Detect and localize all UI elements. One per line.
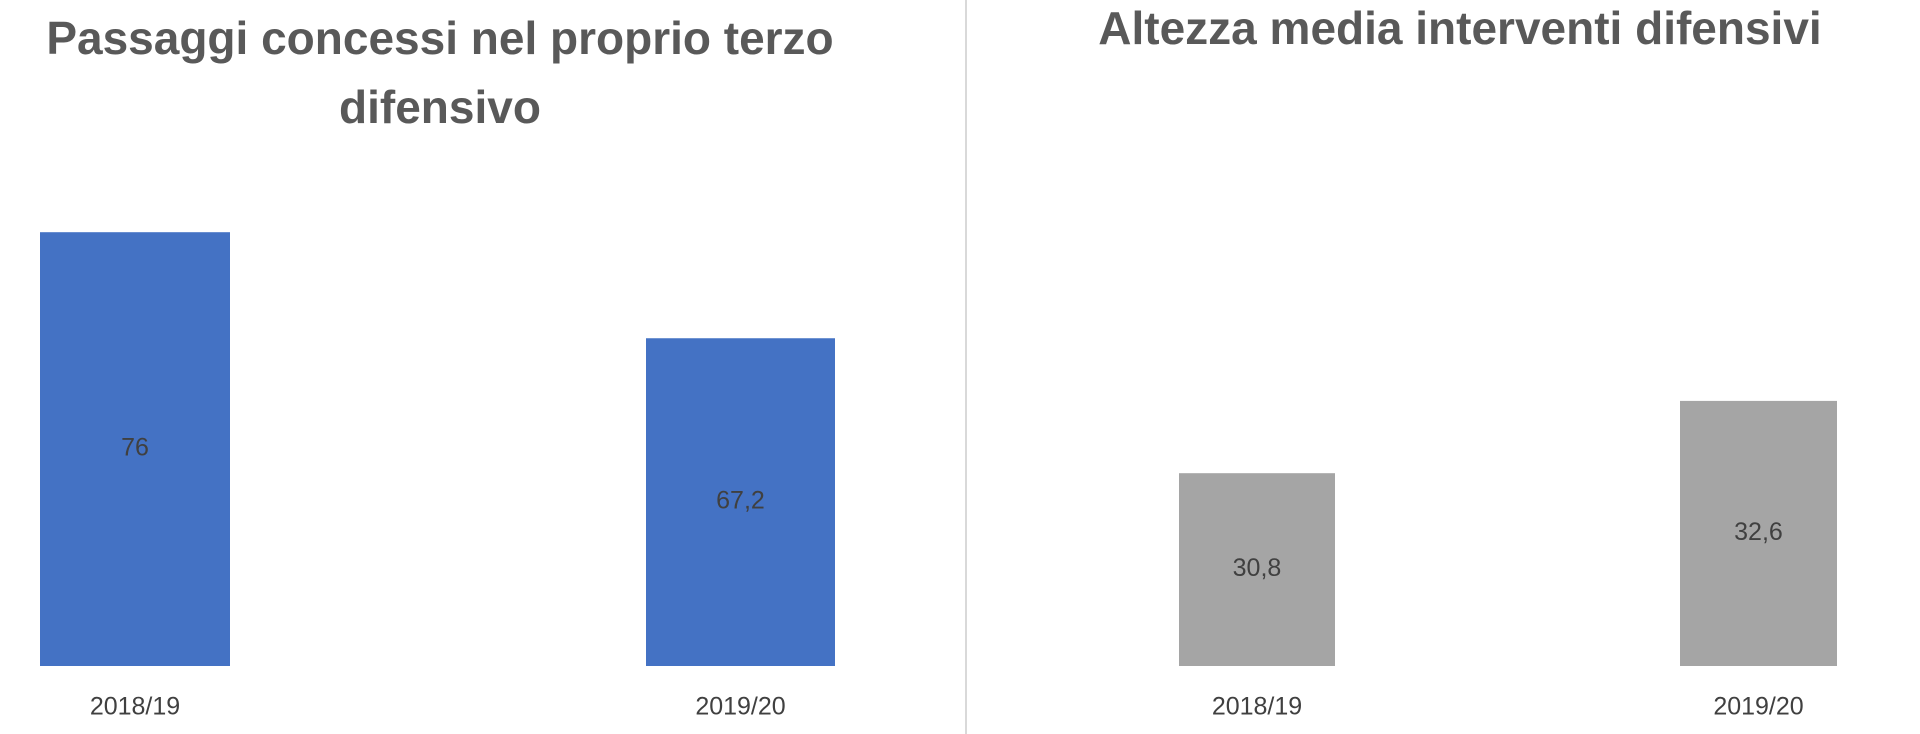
x-tick-label: 2018/19 (1212, 693, 1302, 721)
bar (1680, 400, 1837, 666)
x-tick-label: 2019/20 (695, 693, 785, 721)
data-label: 32,6 (1734, 518, 1783, 546)
data-label: 76 (121, 434, 149, 462)
x-tick-label: 2018/19 (90, 693, 180, 721)
data-label: 67,2 (716, 487, 765, 515)
x-tick-label: 2019/20 (1713, 693, 1803, 721)
bar (40, 232, 230, 666)
data-label: 30,8 (1233, 554, 1282, 582)
chart-title: Altezza media interventi difensivi (1098, 2, 1822, 54)
bar (646, 338, 835, 666)
chart-title: Passaggi concessi nel proprio terzo dife… (46, 12, 834, 133)
bar (1179, 473, 1335, 666)
